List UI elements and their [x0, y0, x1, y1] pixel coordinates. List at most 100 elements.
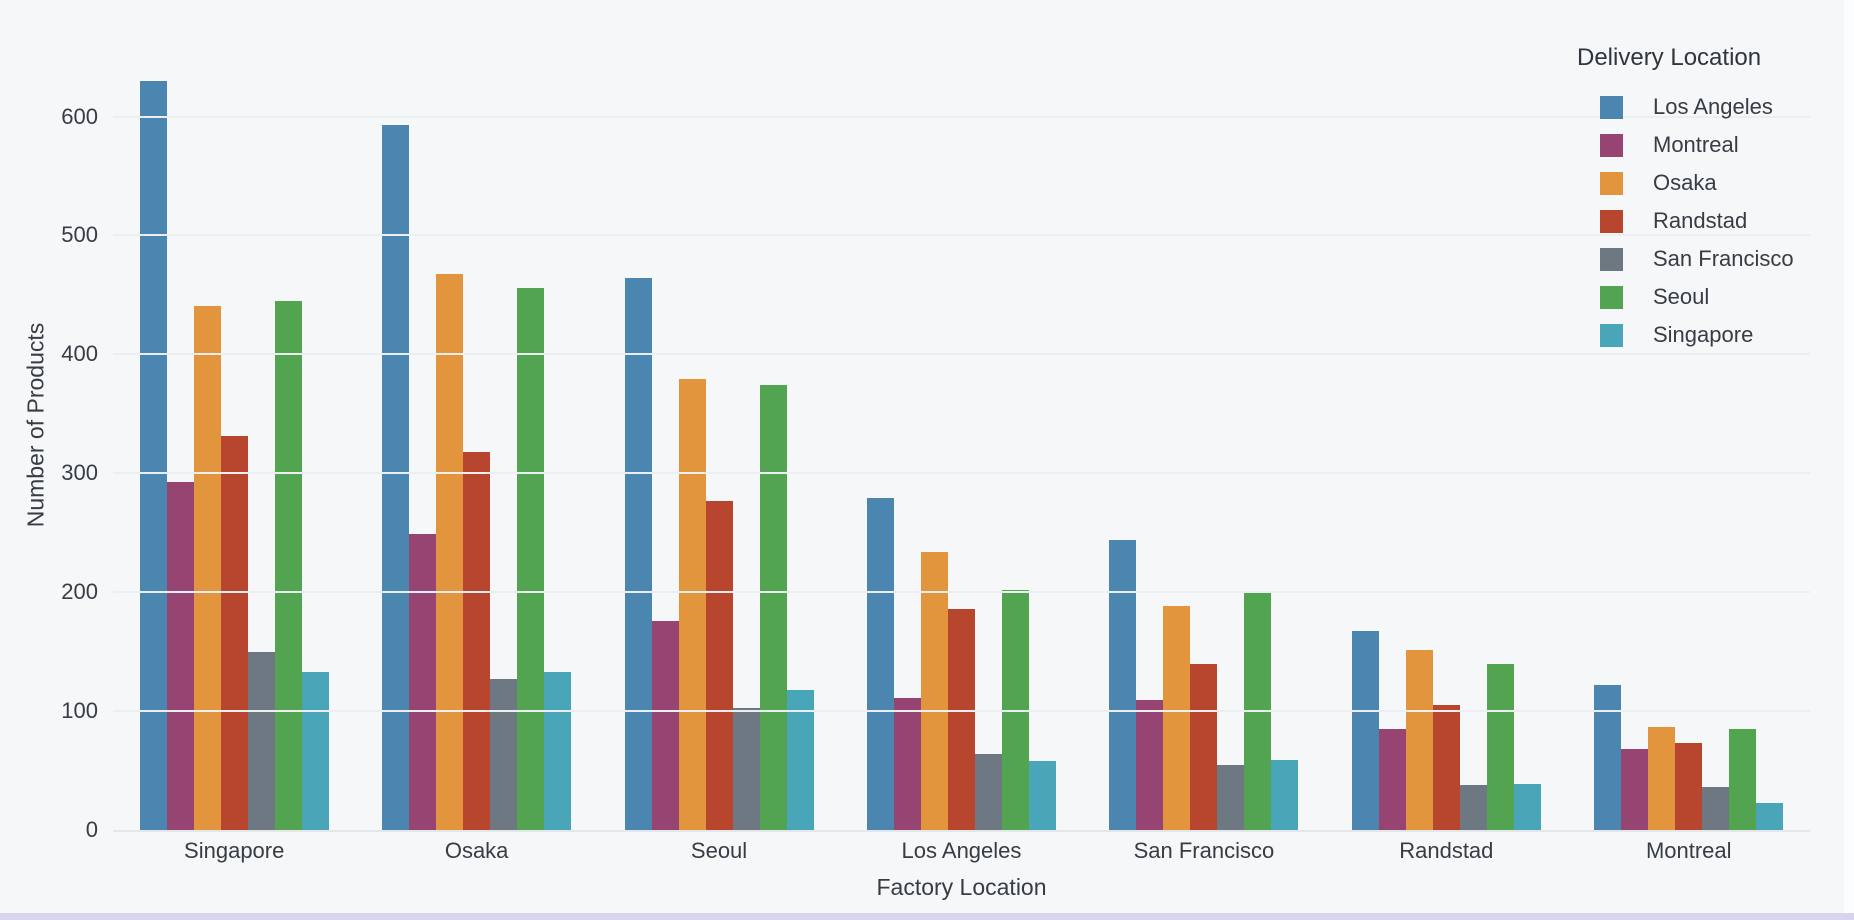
- bar[interactable]: [1109, 539, 1137, 830]
- bar[interactable]: [1190, 663, 1218, 830]
- gridline: [113, 234, 1810, 237]
- bar[interactable]: [1136, 700, 1164, 830]
- right-edge-strip: [1844, 0, 1854, 913]
- legend-item-osaka[interactable]: Osaka: [1577, 164, 1833, 202]
- bar[interactable]: [678, 379, 706, 830]
- legend-swatch: [1600, 323, 1623, 347]
- bar[interactable]: [893, 698, 921, 830]
- gridline: [113, 353, 1810, 356]
- bar[interactable]: [436, 273, 464, 830]
- bar[interactable]: [1675, 743, 1703, 830]
- bar-group-osaka: Osaka: [355, 0, 597, 863]
- bar[interactable]: [866, 498, 894, 830]
- bar[interactable]: [274, 300, 302, 830]
- bar[interactable]: [166, 481, 194, 830]
- bar[interactable]: [759, 385, 787, 830]
- bar[interactable]: [1486, 663, 1514, 830]
- bar[interactable]: [1594, 684, 1622, 830]
- legend-items: Los Angeles Montreal Osaka Randstad San Fran…: [1577, 88, 1833, 354]
- bar[interactable]: [1459, 784, 1487, 830]
- bar-group-singapore: Singapore: [113, 0, 355, 863]
- gridline: [113, 591, 1810, 594]
- bottom-edge-strip: [0, 913, 1854, 920]
- bar[interactable]: [1001, 589, 1029, 830]
- y-tick-label: 600: [61, 103, 98, 129]
- bar[interactable]: [490, 678, 518, 830]
- bar[interactable]: [301, 671, 329, 830]
- bar[interactable]: [220, 436, 248, 830]
- legend-item-los-angeles[interactable]: Los Angeles: [1577, 88, 1833, 126]
- bar[interactable]: [1432, 705, 1460, 830]
- plot-area: Singapore Osaka Seoul Los Angeles San Franci…: [61, 0, 1810, 863]
- bar-group-montreal: Montreal: [1568, 0, 1810, 863]
- legend-label: Randstad: [1653, 208, 1748, 233]
- bar[interactable]: [409, 533, 437, 830]
- legend-swatch: [1600, 247, 1623, 271]
- legend: Delivery Location Los Angeles Montreal Osa…: [1577, 44, 1833, 354]
- legend-swatch: [1600, 95, 1623, 119]
- bar[interactable]: [1163, 606, 1191, 830]
- legend-label: Singapore: [1653, 322, 1754, 347]
- legend-item-randstad[interactable]: Randstad: [1577, 202, 1833, 240]
- bar[interactable]: [1405, 650, 1433, 830]
- y-tick-label: 300: [61, 460, 98, 486]
- bar[interactable]: [974, 753, 1002, 830]
- bar[interactable]: [544, 671, 572, 830]
- legend-label: Montreal: [1653, 132, 1739, 157]
- gridline: [113, 472, 1810, 475]
- legend-item-montreal[interactable]: Montreal: [1577, 126, 1833, 164]
- bar-group-san-francisco: San Francisco: [1083, 0, 1325, 863]
- legend-title: Delivery Location: [1577, 44, 1762, 71]
- bar-group-randstad: Randstad: [1325, 0, 1567, 863]
- legend-label: Osaka: [1653, 170, 1717, 195]
- bar[interactable]: [382, 124, 410, 830]
- bar-group-seoul: Seoul: [598, 0, 840, 863]
- bar[interactable]: [517, 287, 545, 830]
- bar[interactable]: [1271, 759, 1299, 830]
- legend-label: San Francisco: [1653, 246, 1794, 271]
- bar[interactable]: [651, 620, 679, 830]
- legend-item-san-francisco[interactable]: San Francisco: [1577, 240, 1833, 278]
- legend-label: Los Angeles: [1653, 94, 1773, 119]
- bar[interactable]: [947, 608, 975, 830]
- bar[interactable]: [1756, 802, 1784, 830]
- legend-swatch: [1600, 133, 1623, 157]
- bar[interactable]: [1378, 728, 1406, 830]
- legend-swatch: [1600, 209, 1623, 233]
- y-tick-label: 200: [61, 579, 98, 605]
- bar[interactable]: [732, 707, 760, 830]
- legend-swatch: [1600, 285, 1623, 309]
- bar[interactable]: [463, 451, 491, 830]
- legend-swatch: [1600, 171, 1623, 195]
- x-axis-title: Factory Location: [876, 874, 1047, 900]
- bar[interactable]: [920, 551, 948, 830]
- x-tick-label: Seoul: [690, 838, 748, 863]
- y-tick-label: 400: [61, 341, 98, 367]
- gridline: [113, 710, 1810, 713]
- y-tick-label: 100: [61, 698, 98, 724]
- bar[interactable]: [1729, 728, 1757, 830]
- bar[interactable]: [1513, 783, 1541, 830]
- x-tick-label: San Francisco: [1133, 838, 1275, 863]
- bar[interactable]: [1217, 764, 1245, 830]
- bar[interactable]: [1351, 631, 1379, 830]
- legend-item-seoul[interactable]: Seoul: [1577, 278, 1833, 316]
- bar[interactable]: [1648, 726, 1676, 830]
- y-tick-label: 500: [61, 222, 98, 248]
- legend-label: Seoul: [1653, 284, 1710, 309]
- bar[interactable]: [1621, 749, 1649, 830]
- x-tick-label: Los Angeles: [901, 838, 1022, 863]
- bar[interactable]: [193, 305, 221, 830]
- bar[interactable]: [1028, 761, 1056, 830]
- legend-item-singapore[interactable]: Singapore: [1577, 316, 1833, 354]
- bar[interactable]: [786, 689, 814, 830]
- bar[interactable]: [1702, 787, 1730, 830]
- x-tick-label: Montreal: [1645, 838, 1732, 863]
- bar[interactable]: [705, 500, 733, 830]
- bar[interactable]: [139, 80, 167, 830]
- gridline: [113, 115, 1810, 118]
- bar[interactable]: [624, 278, 652, 830]
- y-tick-label: 0: [85, 817, 98, 842]
- bar[interactable]: [247, 651, 275, 830]
